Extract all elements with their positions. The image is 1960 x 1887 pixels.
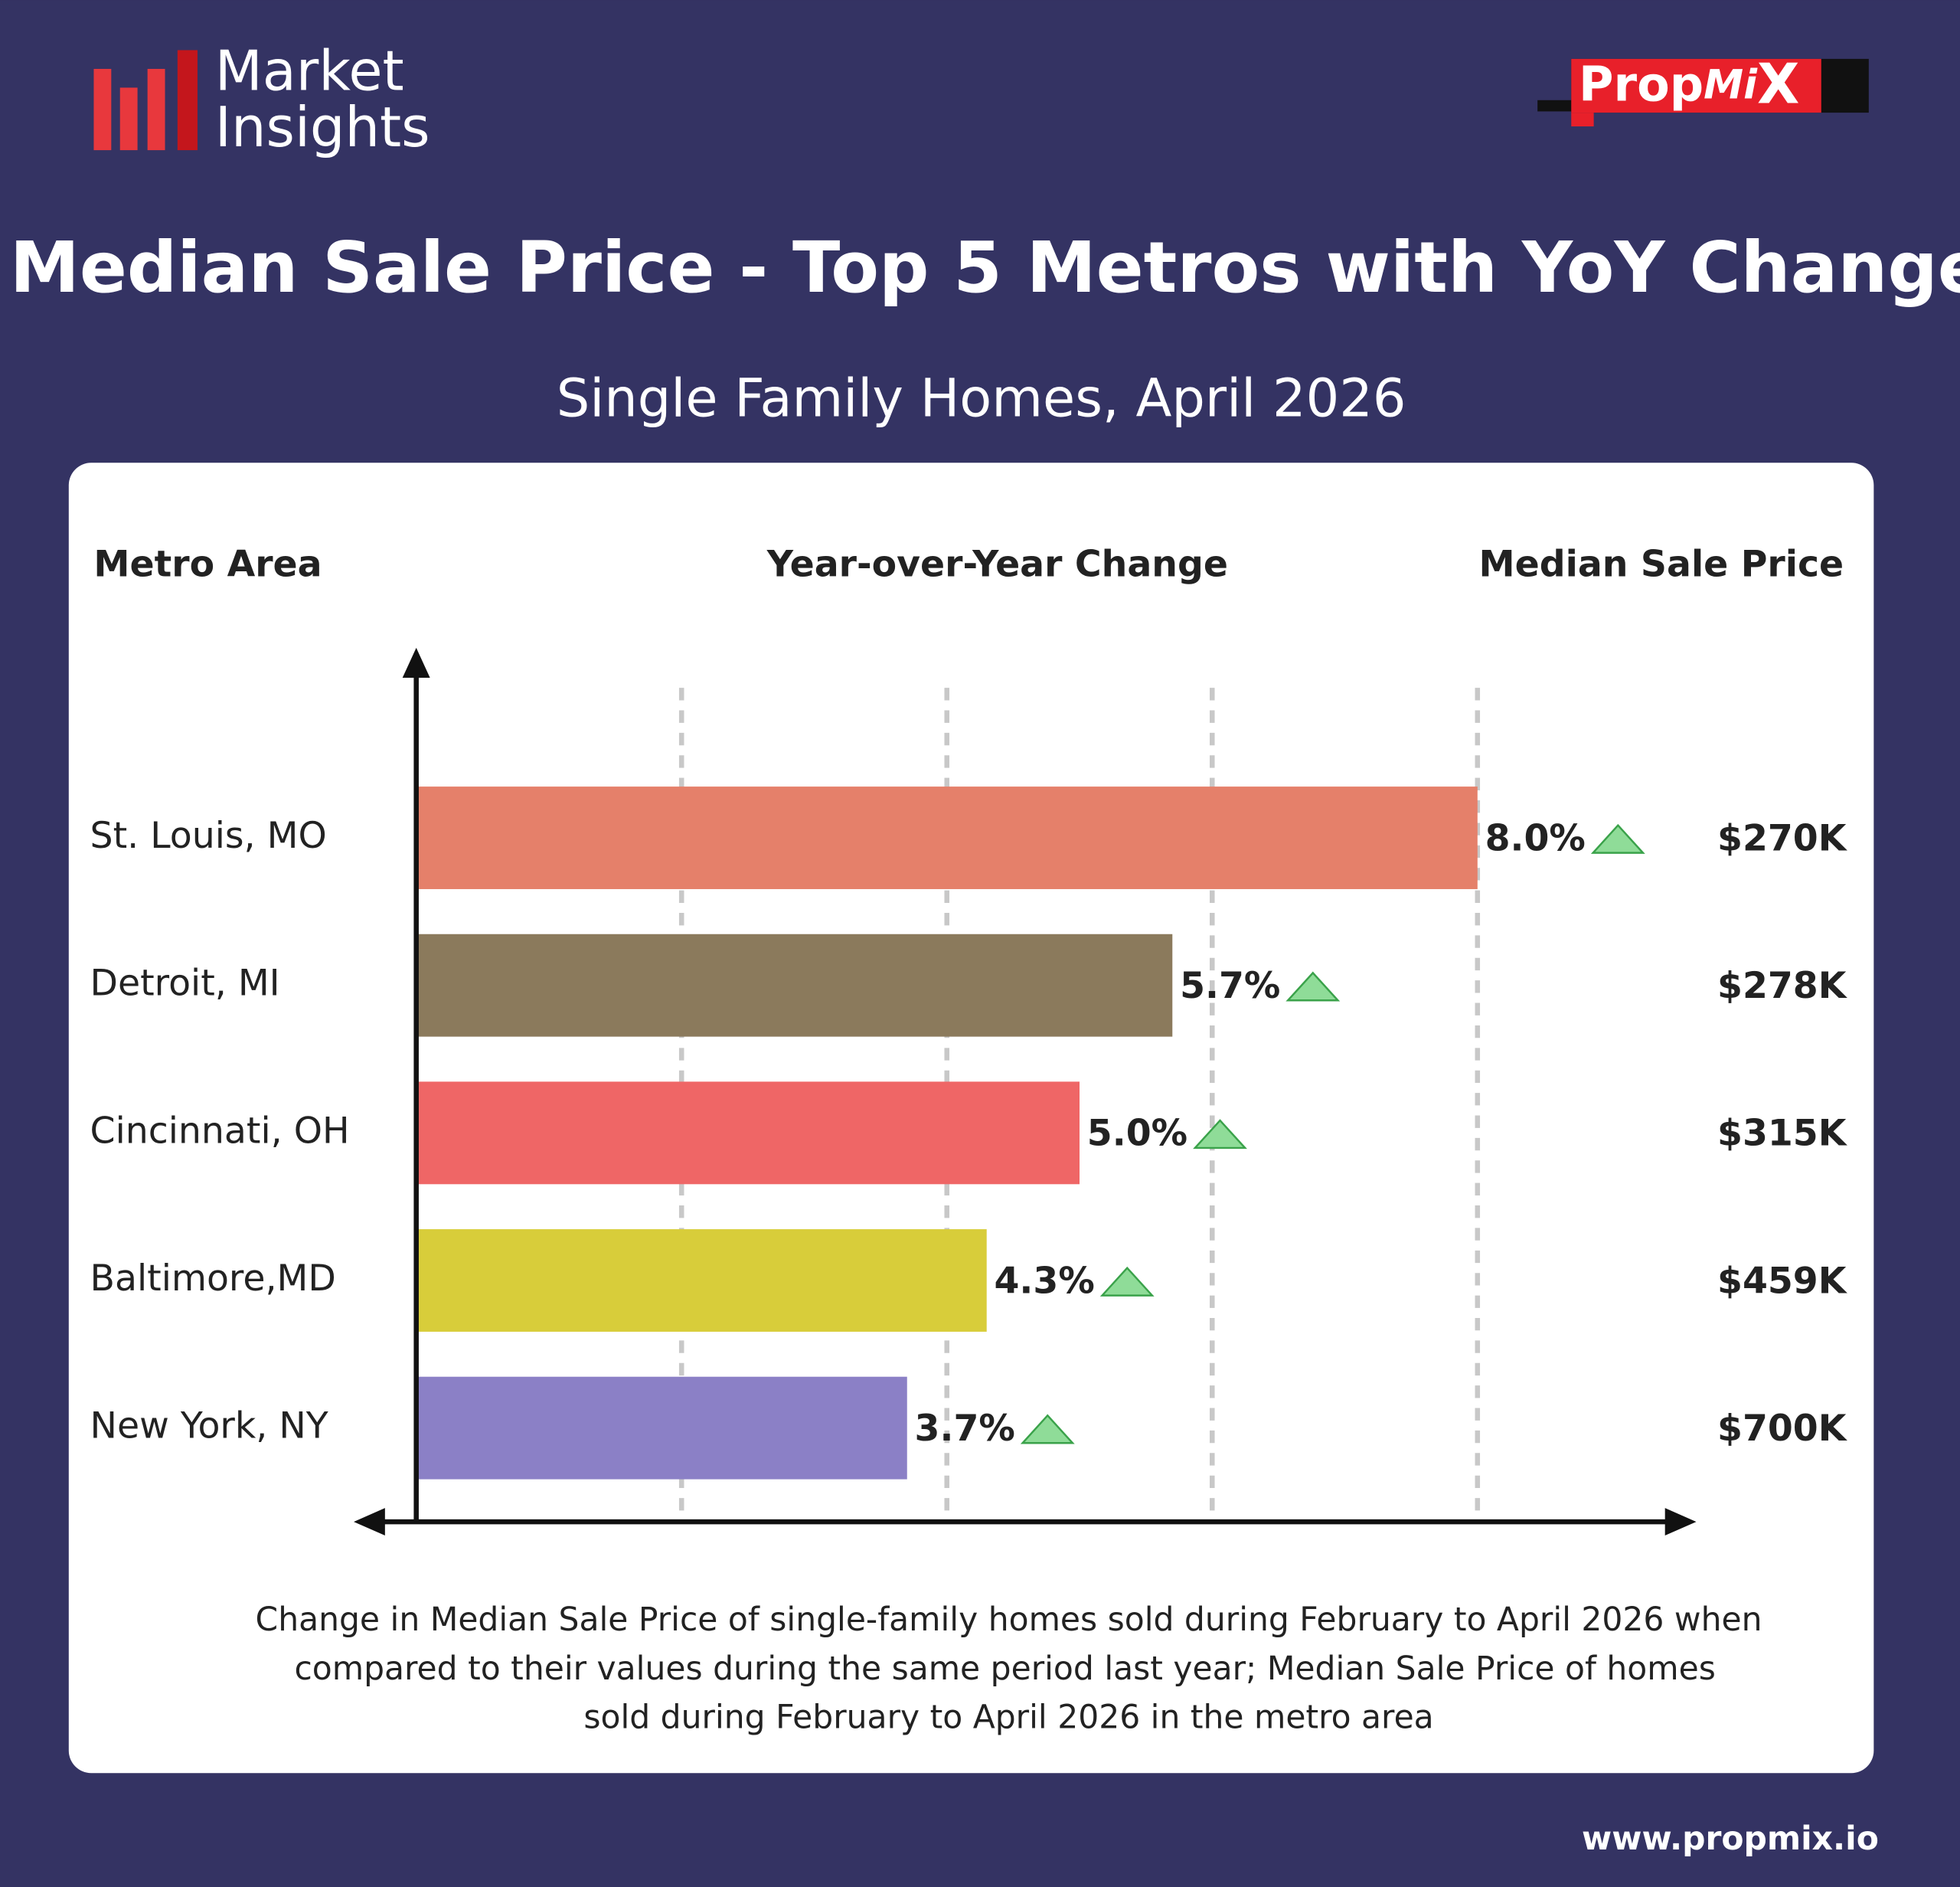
logo-text: X: [1757, 51, 1799, 116]
column-header: Median Sale Price: [1479, 544, 1844, 586]
logo-shape: [1571, 113, 1594, 127]
axis-arrow: [402, 647, 430, 679]
bar: [416, 1229, 987, 1332]
value-label: 5.0%: [1087, 1113, 1187, 1155]
axis-arrow: [1664, 1508, 1697, 1536]
category-label: Baltimore,MD: [90, 1257, 336, 1300]
value-label: 4.3%: [995, 1260, 1095, 1302]
column-header: Metro Area: [93, 544, 322, 586]
footnote: Change in Median Sale Price of single-fa…: [256, 1601, 1762, 1639]
category-label: New York, NY: [90, 1405, 328, 1447]
trend-icon: [1020, 1414, 1075, 1444]
plot: St. Louis, MO 8.0% $270K Detroit, MI 5.7% $27…: [90, 688, 1848, 1519]
bar: [416, 1376, 907, 1480]
bar: [416, 1081, 1080, 1185]
value-label: 5.7%: [1180, 965, 1280, 1007]
brand-name: Insights: [215, 95, 430, 159]
logo-shape: [1571, 58, 1821, 113]
bar: [416, 934, 1173, 1037]
price-label: $270K: [1717, 817, 1848, 859]
bar: [416, 787, 1478, 889]
brand-name: Market: [215, 39, 404, 103]
trend-icon: [1590, 823, 1645, 854]
website: www.propmix.io: [1582, 1820, 1879, 1858]
logo-text: PropMiX: [1579, 51, 1799, 116]
footnote: compared to their values during the same…: [294, 1650, 1715, 1688]
chart-title: Median Sale Price - Top 5 Metros with Yo…: [10, 227, 1960, 309]
logo-text: Mi: [1704, 62, 1758, 108]
logo-shape: [1537, 100, 1576, 112]
logo-text: Prop: [1579, 57, 1704, 113]
category-label: Cincinnati, OH: [90, 1110, 350, 1152]
price-label: $459K: [1717, 1260, 1848, 1302]
value-label: 8.0%: [1485, 817, 1586, 859]
logo-bars: [93, 50, 198, 151]
trend-icon: [1099, 1266, 1155, 1297]
value-label: 3.7%: [915, 1408, 1015, 1450]
chart-subtitle: Single Family Homes, April 2026: [557, 368, 1406, 429]
column-header: Year-over-Year Change: [766, 544, 1228, 586]
price-label: $278K: [1717, 965, 1848, 1007]
axis-arrow: [354, 1508, 385, 1536]
trend-icon: [1285, 971, 1341, 1002]
price-label: $315K: [1717, 1113, 1848, 1155]
category-label: Detroit, MI: [90, 963, 280, 1005]
trend-icon: [1193, 1119, 1247, 1150]
price-label: $700K: [1717, 1408, 1848, 1450]
footnote: sold during February to April 2026 in th…: [583, 1699, 1433, 1737]
category-label: St. Louis, MO: [90, 815, 327, 857]
